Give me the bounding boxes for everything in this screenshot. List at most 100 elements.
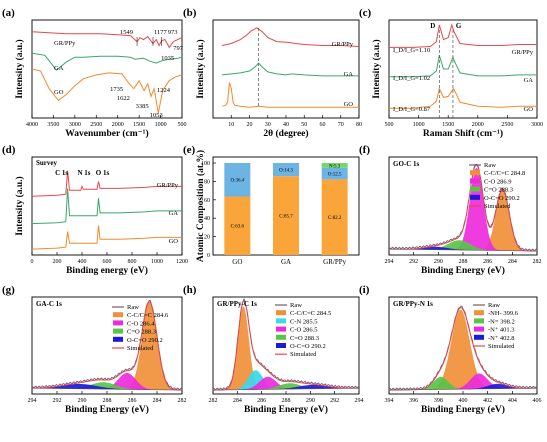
plot-frame: [212, 19, 360, 119]
legend-label: C-C/C=C 284.5: [290, 310, 331, 317]
x-tick-label: 294: [385, 259, 394, 265]
panel-label: (d): [2, 144, 16, 156]
y-tick-label: 20: [204, 235, 210, 241]
x-tick-label: 284: [233, 398, 242, 404]
simulated-fit-line: [213, 300, 359, 391]
series-line: [31, 170, 182, 197]
series-line: [31, 52, 183, 71]
chart-panel: 4000 3500 3000 2500 2000 1500 1000 500 Wavenumbe…: [2, 7, 187, 139]
annotation-text: C 1s: [55, 169, 68, 177]
category-label: GA: [281, 258, 291, 266]
legend-label: C-N 285.5: [290, 318, 317, 325]
x-tick-label: 294: [355, 398, 364, 404]
chart-panel: 282 284 286 288 290 292 294 Binding Energy (eV)…: [359, 144, 542, 276]
legend-swatch: [276, 334, 286, 340]
annotation-text: GO: [54, 89, 64, 96]
baseline-line: [31, 387, 183, 391]
bar-segment: [224, 163, 251, 197]
x-tick-label: 398: [434, 398, 443, 404]
annotation-text: GO: [344, 101, 354, 108]
chart-panel: 0 20 40 60 80 100 C:63.6 O:36.4 GO C:85.7 O:14.3 GA…: [183, 144, 360, 266]
annotation-text: I_D/I_G=0.87: [393, 106, 431, 113]
x-tick-label: 4000: [26, 122, 38, 128]
annotation-text: O 1s: [96, 169, 110, 177]
x-tick-label: 3500: [47, 122, 59, 128]
annotation-text: 1224: [157, 87, 171, 94]
annotation-text: GA: [344, 71, 354, 78]
fit-component-area: [32, 382, 182, 391]
x-tick-label: 3000: [531, 122, 543, 128]
annotation-text: 973: [168, 29, 178, 36]
x-tick-label: 400: [459, 398, 468, 404]
x-tick-label: 288: [282, 398, 291, 404]
x-axis-title: Raman Shift (cm⁻¹): [423, 128, 503, 139]
series-line: [389, 23, 537, 48]
annotation-text: GO: [524, 106, 534, 113]
x-tick-label: 286: [257, 398, 266, 404]
x-tick-label: 396: [409, 398, 418, 404]
bar-value-label: O:14.3: [279, 169, 293, 174]
legend-swatch: [470, 194, 480, 200]
annotation-text: 1735: [110, 86, 123, 93]
x-axis-title: Binding Energy (eV): [65, 404, 149, 415]
panel-subtitle: GA-C 1s: [36, 300, 62, 308]
legend-label: -N= 398.2: [488, 318, 515, 325]
x-tick-label: 286: [483, 259, 492, 265]
x-tick-label: 2000: [112, 122, 124, 128]
panel-label: (c): [359, 7, 372, 19]
legend-label: Simulated: [290, 351, 317, 358]
panel-label: (i): [359, 284, 370, 296]
x-tick-label: 1000: [413, 122, 425, 128]
series-line: [221, 27, 360, 47]
fit-component-area: [213, 306, 359, 391]
x-tick-label: 400: [78, 259, 87, 265]
x-tick-label: 284: [508, 259, 517, 265]
x-tick-label: 50: [301, 122, 307, 128]
legend-label: C-C/C=C 284.6: [127, 312, 169, 319]
legend-swatch: [474, 334, 484, 340]
plot-frame: [388, 19, 538, 119]
x-tick-label: 394: [385, 398, 394, 404]
x-tick-label: 402: [483, 398, 492, 404]
x-tick-label: 40: [283, 122, 289, 128]
legend-swatch: [276, 343, 286, 348]
legend-label: Raw: [127, 304, 139, 311]
x-tick-label: 1000: [155, 122, 167, 128]
fit-component-area: [389, 309, 537, 391]
fit-component-area: [213, 370, 359, 391]
y-axis-title: Atomic Composition (at.%): [195, 150, 206, 262]
annotation-text: G: [456, 22, 462, 30]
series-line: [222, 62, 359, 77]
legend-label: O-C=O 290.2: [484, 195, 520, 202]
x-tick-label: 290: [434, 259, 443, 265]
panel-label: (g): [2, 284, 15, 296]
x-tick-label: 60: [320, 122, 326, 128]
x-axis-title: 2θ (degree): [263, 128, 308, 139]
x-tick-label: 500: [385, 122, 394, 128]
category-label: GR/PPy: [323, 258, 346, 266]
x-tick-label: 200: [53, 259, 62, 265]
x-tick-label: 404: [508, 398, 517, 404]
legend-label: C=O 288.3: [484, 187, 513, 194]
legend-swatch: [276, 318, 286, 324]
annotation-text: GA: [54, 65, 64, 72]
x-tick-label: 1200: [176, 259, 188, 265]
annotation-text: GO: [169, 238, 179, 245]
annotation-text: GR/PPy: [54, 40, 76, 47]
x-tick-label: 2500: [501, 122, 513, 128]
x-axis-title: Binding Energy (eV): [421, 404, 505, 415]
baseline-line: [212, 387, 360, 391]
annotation-text: 1035: [161, 55, 174, 62]
x-tick-label: 80: [356, 122, 362, 128]
x-tick-label: 292: [409, 259, 418, 265]
bar-segment: [321, 167, 348, 180]
baseline-line: [388, 387, 538, 391]
x-tick-label: 288: [103, 398, 112, 404]
legend-label: Simulated: [484, 203, 511, 210]
legend-label: C=O 288.3: [290, 335, 319, 342]
annotation-text: I_D/I_G=1.10: [393, 47, 430, 54]
bar-value-label: O:12.5: [328, 173, 342, 178]
category-label: GO: [232, 258, 242, 266]
x-tick-label: 1500: [442, 122, 454, 128]
